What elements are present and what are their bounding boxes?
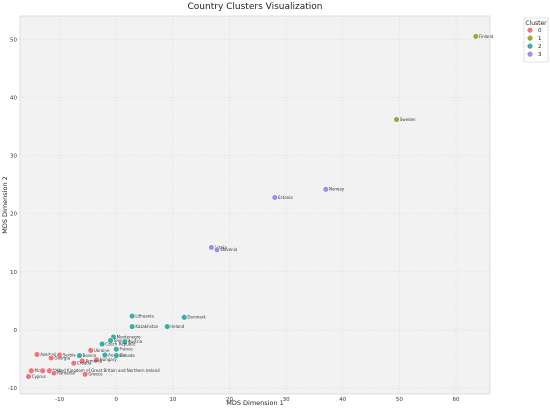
point-label: Armenia [85, 358, 102, 363]
y-axis-ticks: -10 0 10 20 30 40 50 [8, 37, 17, 392]
data-point [101, 351, 109, 359]
data-point [76, 352, 83, 359]
x-tick-label: 60 [453, 397, 460, 403]
data-point [70, 359, 77, 367]
point-label: Latvia [215, 245, 228, 250]
data-point [50, 369, 58, 377]
x-tick-label: 0 [115, 397, 119, 403]
data-point [81, 371, 89, 378]
grid-lines [20, 16, 490, 394]
data-point [107, 337, 114, 344]
data-point [322, 186, 329, 193]
point-label: Montenegro [117, 334, 142, 339]
x-axis-ticks: -10 0 10 20 30 40 50 60 [55, 397, 460, 403]
point-label: Azerbaijan [40, 352, 62, 357]
data-point [56, 351, 63, 359]
data-point [128, 323, 136, 330]
x-tick-label: 40 [339, 397, 346, 403]
y-tick-label: 30 [10, 154, 17, 160]
chart-title: Country Clusters Visualization [188, 2, 323, 12]
y-tick-label: 10 [10, 270, 17, 276]
plot-area [19, 15, 491, 395]
data-point [98, 340, 106, 348]
y-tick-label: 20 [10, 212, 17, 218]
data-point [93, 356, 100, 363]
data-point [47, 354, 55, 362]
data-point [113, 346, 120, 353]
y-tick-label: 0 [14, 328, 18, 334]
data-point [79, 357, 86, 365]
point-label: Kazakhstan [135, 324, 159, 329]
point-label: Sweden [400, 117, 416, 122]
point-label: Slovenia [220, 247, 238, 252]
data-point [28, 367, 35, 374]
y-tick-label: -10 [8, 386, 17, 392]
point-label: Bosnia [83, 353, 97, 358]
point-label: Greece [88, 372, 103, 377]
data-point [208, 244, 215, 251]
point-label: Georgia [54, 355, 70, 360]
legend-entry: 1 [538, 36, 542, 42]
point-label: Ukraine [94, 348, 110, 353]
point-label: Serbia [63, 352, 76, 357]
point-label: Canada [119, 353, 135, 358]
y-tick-label: 40 [10, 95, 17, 101]
data-points: Finland Sweden Norway Estonia LatviaSlovenia… [25, 33, 494, 380]
point-label: Austria [128, 339, 143, 344]
data-point [181, 314, 188, 321]
x-tick-label: 30 [283, 397, 290, 403]
x-tick-label: -10 [55, 397, 64, 403]
legend-entry: 2 [538, 44, 542, 50]
x-axis-label: MDS Dimension 1 [226, 399, 284, 407]
legend-entry: 0 [538, 28, 542, 34]
data-point [213, 246, 221, 253]
point-label: France [119, 347, 133, 352]
x-tick-label: 20 [226, 397, 233, 403]
data-point [472, 33, 480, 40]
data-point [164, 323, 171, 330]
data-point [33, 351, 41, 358]
point-label: Czech Republic [105, 341, 135, 346]
data-point [87, 347, 94, 354]
data-point [39, 367, 46, 374]
x-tick-label: 10 [169, 397, 176, 403]
point-label: United Kingdom of Great Britain and Nort… [53, 368, 160, 373]
point-label: Croatia [77, 361, 92, 366]
point-label: Norway [329, 187, 345, 192]
legend: Cluster 0 1 2 3 [523, 17, 549, 63]
data-point [25, 373, 32, 380]
point-label: Ireland [170, 324, 184, 329]
point-label: Hungary [100, 357, 118, 362]
data-point [271, 194, 279, 201]
y-axis-label: MDS Dimension 2 [1, 176, 9, 234]
x-tick-label: 50 [396, 397, 403, 403]
data-point [393, 116, 400, 123]
data-point [128, 312, 136, 320]
legend-marker [527, 51, 533, 57]
legend-title: Cluster [525, 20, 547, 27]
point-label: Denmark [187, 315, 206, 320]
point-label: Lithuania [135, 313, 154, 318]
data-point [121, 338, 128, 345]
legend-marker [527, 43, 533, 49]
point-label: Romania [57, 370, 75, 375]
legend-marker [527, 27, 533, 33]
data-point [113, 352, 120, 359]
y-tick-label: 50 [10, 37, 17, 43]
point-label: Estonia [278, 195, 293, 200]
point-label: Finland [479, 34, 494, 39]
legend-entry: 3 [538, 52, 542, 58]
legend-marker [527, 35, 533, 41]
point-label: Cyprus [32, 374, 46, 379]
